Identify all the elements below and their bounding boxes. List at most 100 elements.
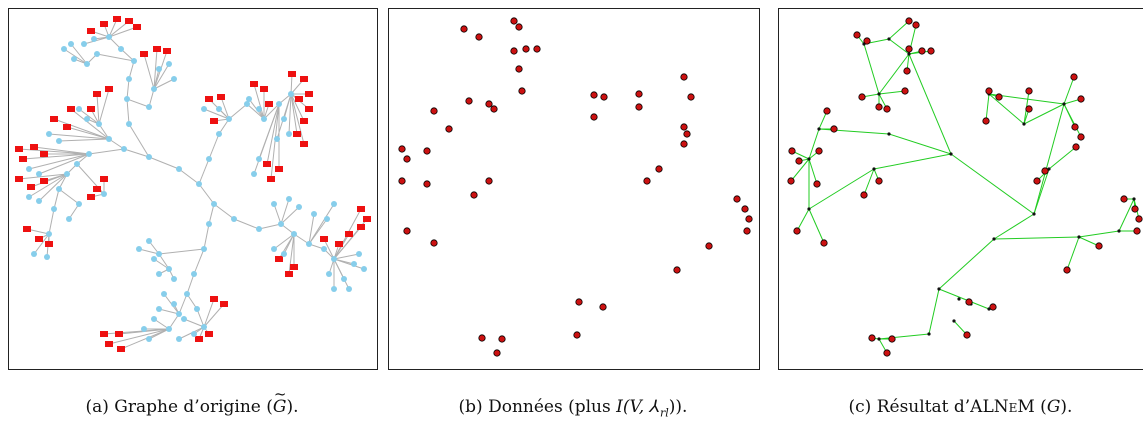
result-point bbox=[927, 47, 935, 55]
graph-leaf-red bbox=[275, 166, 283, 172]
result-point bbox=[901, 87, 909, 95]
graph-edge bbox=[96, 93, 100, 125]
graph-edge bbox=[183, 318, 205, 328]
graph-node-blue bbox=[151, 316, 157, 322]
data-point bbox=[655, 165, 663, 173]
result-point bbox=[982, 117, 990, 125]
graph-node-blue bbox=[166, 61, 172, 67]
result-point bbox=[860, 191, 868, 199]
result-point bbox=[875, 177, 883, 185]
result-point bbox=[1133, 227, 1141, 235]
graph-edge bbox=[198, 183, 215, 205]
graph-node-blue bbox=[226, 116, 232, 122]
graph-edge bbox=[280, 198, 290, 225]
graph-edge bbox=[198, 158, 210, 185]
result-junction bbox=[887, 132, 891, 136]
result-edge bbox=[808, 168, 875, 210]
result-edge bbox=[985, 93, 990, 122]
graph-edge bbox=[273, 233, 295, 250]
graph-leaf-red bbox=[335, 241, 343, 247]
result-point bbox=[912, 21, 920, 29]
graph-edge bbox=[143, 53, 155, 90]
graph-edge bbox=[290, 93, 298, 135]
graph-node-blue bbox=[118, 46, 124, 52]
graph-node-blue bbox=[66, 216, 72, 222]
graph-leaf-red bbox=[100, 21, 108, 27]
graph-edge bbox=[18, 173, 68, 180]
graph-node-blue bbox=[81, 41, 87, 47]
caption-b-prefix: (b) Données (plus bbox=[458, 397, 617, 417]
graph-edge bbox=[108, 138, 125, 150]
graph-leaf-red bbox=[100, 176, 108, 182]
graph-leaf-red bbox=[293, 131, 301, 137]
graph-edge bbox=[138, 248, 160, 255]
graph-leaf-red bbox=[87, 194, 95, 200]
graph-node-blue bbox=[278, 221, 284, 227]
graph-node-blue bbox=[46, 131, 52, 137]
graph-edge bbox=[88, 148, 125, 155]
graph-node-blue bbox=[141, 326, 147, 332]
graph-node-blue bbox=[216, 131, 222, 137]
graph-node-blue bbox=[156, 66, 162, 72]
data-point bbox=[510, 47, 518, 55]
graph-edge bbox=[153, 48, 158, 90]
graph-leaf-red bbox=[305, 106, 313, 112]
graph-node-blue bbox=[26, 194, 32, 200]
graph-edge bbox=[193, 248, 205, 275]
graph-edge bbox=[78, 108, 100, 125]
result-edge bbox=[938, 238, 995, 290]
graph-edge bbox=[153, 78, 175, 90]
graph-node-blue bbox=[176, 311, 182, 317]
result-edge bbox=[878, 90, 906, 95]
graph-edge bbox=[28, 153, 90, 170]
graph-leaf-red bbox=[250, 81, 258, 87]
graph-edge bbox=[290, 93, 305, 145]
graph-node-blue bbox=[56, 186, 62, 192]
graph-node-blue bbox=[156, 251, 162, 257]
graph-node-blue bbox=[86, 151, 92, 157]
data-point bbox=[398, 177, 406, 185]
data-point bbox=[599, 303, 607, 311]
result-junction bbox=[952, 319, 956, 323]
result-point bbox=[787, 177, 795, 185]
caption-a: (a) Graphe d’origine (G). bbox=[8, 385, 376, 417]
data-point bbox=[498, 335, 506, 343]
result-junction bbox=[817, 127, 821, 131]
graph-leaf-red bbox=[205, 96, 213, 102]
data-point bbox=[423, 147, 431, 155]
graph-leaf-red bbox=[117, 346, 125, 352]
caption-c: (c) Résultat d’ALNeM (G). bbox=[778, 397, 1143, 417]
result-point bbox=[985, 87, 993, 95]
graph-leaf-red bbox=[300, 118, 308, 124]
result-edge bbox=[808, 158, 818, 185]
graph-edge bbox=[148, 88, 155, 108]
graph-node-blue bbox=[361, 266, 367, 272]
caption-c-middle: ( bbox=[1034, 397, 1047, 417]
graph-edge bbox=[22, 153, 90, 160]
graph-leaf-red bbox=[87, 28, 95, 34]
result-edge bbox=[808, 208, 825, 244]
graph-leaf-red bbox=[300, 76, 308, 82]
graph-edge bbox=[246, 103, 265, 120]
graph-node-blue bbox=[36, 198, 42, 204]
graph-edge bbox=[128, 123, 150, 158]
data-points-diagram bbox=[398, 17, 753, 357]
graph-leaf-red bbox=[19, 156, 27, 162]
result-edge bbox=[878, 333, 930, 340]
graph-edge bbox=[66, 126, 110, 140]
graph-leaf-red bbox=[357, 206, 365, 212]
result-junction bbox=[807, 207, 811, 211]
graph-node-blue bbox=[256, 106, 262, 112]
result-point bbox=[963, 331, 971, 339]
data-point bbox=[745, 215, 753, 223]
graph-leaf-red bbox=[115, 331, 123, 337]
graph-edge bbox=[270, 103, 280, 180]
result-point bbox=[1025, 105, 1033, 113]
graph-edge bbox=[126, 98, 130, 125]
graph-node-blue bbox=[106, 34, 112, 40]
graph-edge bbox=[186, 293, 198, 310]
data-point bbox=[423, 180, 431, 188]
graph-edge bbox=[153, 68, 160, 90]
result-point bbox=[995, 93, 1003, 101]
result-junction bbox=[887, 37, 891, 41]
